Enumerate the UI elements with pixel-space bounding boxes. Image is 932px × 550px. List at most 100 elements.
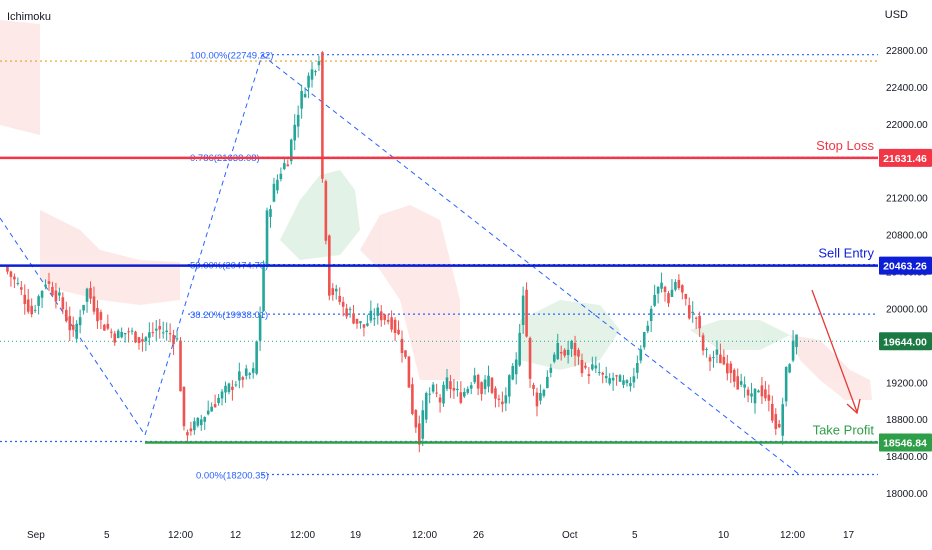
candle-body bbox=[670, 289, 674, 297]
candle-body bbox=[40, 290, 44, 298]
forecast-arrow bbox=[811, 289, 858, 413]
candle-body bbox=[594, 365, 598, 369]
candle-body bbox=[103, 324, 106, 331]
candle-body bbox=[206, 410, 210, 415]
candle-body bbox=[691, 311, 695, 314]
candle-body bbox=[532, 385, 535, 389]
candle-body bbox=[279, 173, 283, 180]
indicator-label[interactable]: Ichimoku bbox=[7, 11, 52, 23]
candle-body bbox=[227, 383, 231, 392]
candle-body bbox=[473, 375, 476, 383]
candle-body bbox=[338, 295, 342, 303]
candle-body bbox=[677, 279, 681, 288]
candle-body bbox=[78, 317, 82, 326]
candle-body bbox=[681, 285, 684, 293]
candle-body bbox=[314, 71, 317, 73]
candle-body bbox=[317, 61, 321, 66]
candle-body bbox=[636, 363, 639, 373]
candle-body bbox=[757, 390, 760, 393]
candle-body bbox=[258, 314, 262, 341]
candle-body bbox=[213, 404, 217, 408]
candle-body bbox=[694, 317, 698, 319]
candle-body bbox=[497, 398, 501, 400]
candle-body bbox=[736, 376, 740, 390]
current-price-tag bbox=[879, 332, 932, 351]
candle-body bbox=[352, 313, 355, 324]
take-profit-price-tag bbox=[879, 433, 932, 452]
candle-body bbox=[210, 406, 213, 412]
candle-body bbox=[345, 308, 348, 317]
candle-body bbox=[494, 388, 497, 399]
candle-body bbox=[732, 369, 736, 382]
candle-body bbox=[393, 319, 397, 334]
candle-body bbox=[123, 332, 127, 335]
candle-body bbox=[199, 419, 203, 426]
candle-body bbox=[462, 391, 466, 397]
candle-body bbox=[521, 295, 525, 325]
candle-body bbox=[629, 383, 632, 387]
x-tick-label: Oct bbox=[562, 530, 578, 541]
x-tick-label: 12:00 bbox=[412, 530, 437, 541]
trend-line bbox=[144, 54, 263, 436]
x-tick-label: 19 bbox=[350, 530, 362, 541]
candle-body bbox=[456, 388, 459, 391]
candle-body bbox=[591, 364, 594, 370]
y-tick-label: 20800.00 bbox=[886, 231, 928, 242]
candle-body bbox=[746, 389, 750, 396]
candle-body bbox=[262, 265, 265, 312]
candle-body bbox=[386, 319, 390, 322]
candle-body bbox=[601, 372, 605, 375]
candle-body bbox=[144, 337, 148, 342]
candle-body bbox=[134, 331, 137, 343]
x-tick-label: 12 bbox=[230, 530, 242, 541]
cloud-area bbox=[360, 205, 460, 380]
candle-body bbox=[726, 363, 729, 374]
candle-body bbox=[16, 283, 20, 285]
candle-body bbox=[535, 392, 539, 407]
candle-body bbox=[269, 208, 272, 217]
candle-body bbox=[154, 328, 158, 331]
candle-body bbox=[248, 373, 252, 375]
candle-body bbox=[639, 349, 643, 361]
candle-body bbox=[383, 314, 386, 320]
candle-body bbox=[542, 389, 546, 396]
candle-body bbox=[646, 325, 650, 332]
y-tick-label: 21200.00 bbox=[886, 194, 928, 205]
candle-body bbox=[6, 266, 9, 272]
candle-body bbox=[442, 384, 445, 404]
candle-body bbox=[476, 374, 480, 389]
candle-body bbox=[13, 276, 16, 280]
candle-body bbox=[109, 331, 113, 333]
candle-body bbox=[687, 305, 691, 319]
current-price-label: 19644.00 bbox=[883, 336, 927, 348]
candle-body bbox=[96, 308, 99, 322]
candle-body bbox=[404, 350, 407, 357]
candle-body bbox=[203, 417, 207, 422]
candle-body bbox=[501, 401, 504, 405]
candle-body bbox=[764, 389, 767, 399]
fib-level-label: 0.00%(18200.35) bbox=[196, 471, 269, 482]
candle-body bbox=[438, 397, 442, 403]
candle-body bbox=[781, 404, 784, 436]
candle-body bbox=[276, 179, 279, 191]
candle-body bbox=[189, 428, 193, 432]
candle-body bbox=[615, 375, 618, 377]
candle-body bbox=[701, 335, 705, 351]
candle-body bbox=[220, 391, 224, 399]
candle-body bbox=[217, 397, 220, 404]
candle-body bbox=[348, 308, 352, 310]
candle-body bbox=[407, 356, 411, 388]
candle-body bbox=[186, 432, 189, 436]
candle-body bbox=[26, 299, 30, 312]
candle-body bbox=[549, 367, 553, 373]
candle-body bbox=[518, 332, 521, 366]
candle-body bbox=[584, 365, 587, 368]
candle-body bbox=[722, 356, 726, 365]
candle-body bbox=[459, 392, 463, 403]
candle-body bbox=[563, 349, 566, 356]
x-tick-label: 26 bbox=[473, 530, 485, 541]
candle-body bbox=[369, 310, 373, 321]
candle-body bbox=[649, 308, 653, 322]
x-tick-label: 12:00 bbox=[780, 530, 805, 541]
